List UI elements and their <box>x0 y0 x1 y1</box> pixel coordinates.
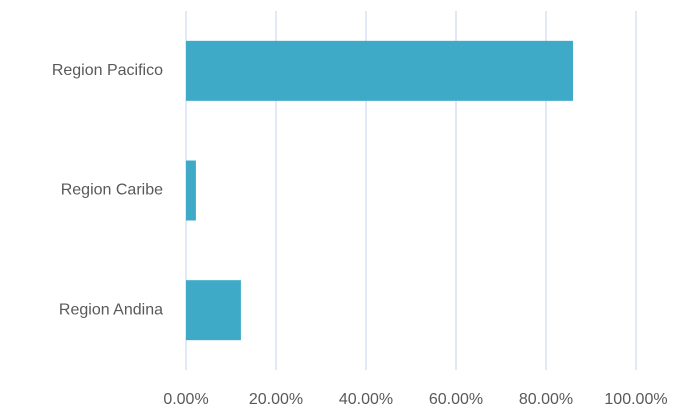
x-tick-label: 60.00% <box>429 391 483 408</box>
bar <box>186 160 196 221</box>
x-tick-label: 0.00% <box>163 391 208 408</box>
y-tick-label: Region Andina <box>59 301 163 318</box>
y-tick-label: Region Caribe <box>61 182 163 199</box>
x-tick-label: 20.00% <box>249 391 303 408</box>
x-tick-label: 100.00% <box>604 391 667 408</box>
y-tick-label: Region Pacifico <box>52 62 163 79</box>
x-tick-label: 40.00% <box>339 391 393 408</box>
x-tick-label: 80.00% <box>519 391 573 408</box>
bar <box>186 40 573 101</box>
bar <box>186 280 241 341</box>
